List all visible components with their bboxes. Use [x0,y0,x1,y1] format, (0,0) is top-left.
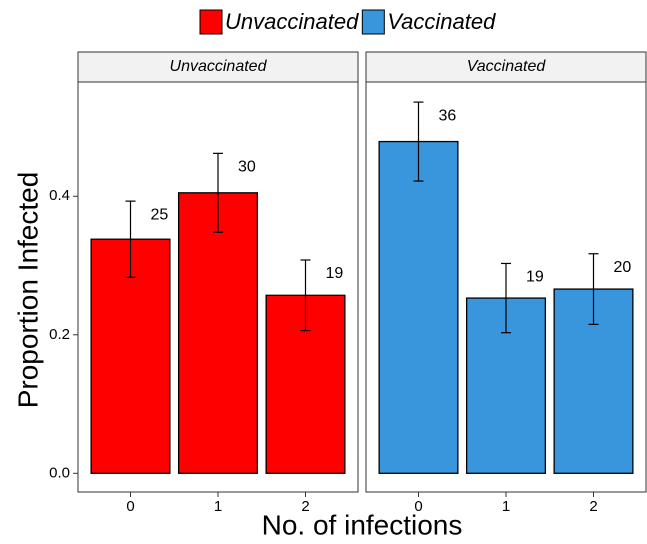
count-label: 20 [614,259,632,276]
bar [177,192,259,474]
x-tick-label: 2 [589,498,597,515]
x-tick-label: 1 [214,498,222,515]
strip-label: Vaccinated [467,58,547,75]
legend-swatch [199,9,223,35]
strip-label: Unvaccinated [170,58,268,75]
count-label: 19 [326,265,344,282]
x-tick-label: 1 [502,498,510,515]
y-tick-label: 0.2 [49,326,70,343]
count-label: 25 [151,206,169,223]
x-axis-label: No. of infections [262,509,463,540]
y-tick-label: 0.0 [49,464,70,481]
legend-label: Vaccinated [387,9,496,34]
count-label: 30 [238,159,256,176]
y-axis-label: Proportion Infected [12,172,43,409]
x-tick-label: 0 [126,498,134,515]
legend-swatch [361,9,385,35]
bar [378,140,459,474]
x-tick-label: 0 [414,498,422,515]
strip [77,51,359,83]
count-label: 19 [526,269,544,286]
y-tick-label: 0.4 [49,187,70,204]
legend-label: Unvaccinated [225,9,359,34]
bar [90,238,171,474]
x-tick-label: 2 [301,498,309,515]
count-label: 36 [439,107,457,124]
